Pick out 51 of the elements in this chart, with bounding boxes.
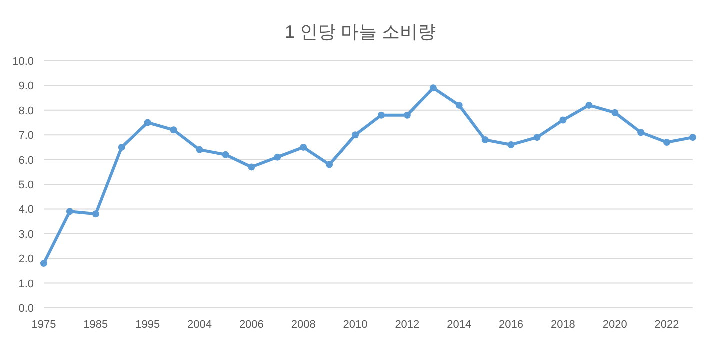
x-tick-label: 2010 xyxy=(343,319,368,331)
point xyxy=(664,139,671,146)
point xyxy=(326,161,334,168)
point xyxy=(586,102,593,109)
point xyxy=(534,134,541,142)
chart-title: 1 인당 마늘 소비량 xyxy=(284,22,436,42)
point xyxy=(274,154,282,161)
point xyxy=(196,146,204,154)
y-tick-label: 2.0 xyxy=(18,254,34,266)
y-tick-label: 7.0 xyxy=(18,130,34,142)
x-tick-label: 1985 xyxy=(84,319,108,331)
y-tick-label: 6.0 xyxy=(18,154,34,167)
point xyxy=(378,112,385,119)
y-tick-label: 8.0 xyxy=(18,105,34,118)
point xyxy=(248,164,256,171)
point xyxy=(144,119,152,126)
point xyxy=(482,136,489,144)
x-tick-label: 2016 xyxy=(499,319,524,331)
point xyxy=(92,210,100,218)
y-tick-label: 9.0 xyxy=(18,80,34,93)
y-tick-label: 4.0 xyxy=(18,204,34,216)
x-tick-label: 2006 xyxy=(239,319,264,331)
x-tick-label: 2020 xyxy=(602,319,628,331)
y-tick-label: 10.0 xyxy=(12,56,34,68)
point xyxy=(118,144,126,151)
point xyxy=(638,129,645,136)
y-tick-label: 3.0 xyxy=(18,228,34,241)
point xyxy=(404,112,411,119)
point xyxy=(300,144,308,151)
point xyxy=(430,84,437,92)
x-tick-label: 1975 xyxy=(32,319,56,331)
point xyxy=(40,260,48,268)
point xyxy=(690,134,696,142)
x-tick-label: 2022 xyxy=(654,319,680,331)
x-tick-label: 2012 xyxy=(395,319,420,331)
y-tick-label: 0.0 xyxy=(18,303,34,315)
point xyxy=(456,102,463,109)
x-tick-label: 2004 xyxy=(188,319,212,331)
point xyxy=(222,151,230,158)
point xyxy=(560,116,567,124)
point xyxy=(352,132,360,139)
point xyxy=(508,141,515,148)
x-tick-label: 2008 xyxy=(291,319,316,331)
y-tick-label: 1.0 xyxy=(18,278,34,290)
point xyxy=(612,109,619,116)
x-tick-label: 1995 xyxy=(136,319,160,331)
y-tick-label: 5.0 xyxy=(18,180,34,192)
point xyxy=(66,208,74,216)
x-tick-label: 2018 xyxy=(550,319,576,331)
x-tick-label: 2014 xyxy=(447,319,472,331)
point xyxy=(170,126,178,134)
